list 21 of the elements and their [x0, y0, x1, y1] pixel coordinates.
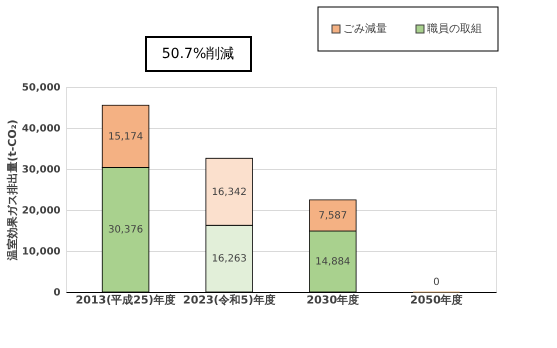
x-tick-label: 2023(令和5)年度 — [183, 294, 276, 306]
y-axis-title: 温室効果ガス排出量(t-CO₂) — [6, 119, 19, 262]
data-label: 14,884 — [315, 256, 350, 268]
legend-label: 職員の取組 — [427, 22, 482, 35]
x-tick-label: 2013(平成25)年度 — [76, 294, 176, 306]
y-tick-label: 20,000 — [22, 206, 61, 216]
y-tick-label: 40,000 — [22, 124, 61, 134]
x-tick-label: 2030年度 — [306, 294, 360, 306]
y-tick-label: 30,000 — [22, 164, 61, 176]
x-tick-label: 2050年度 — [410, 294, 463, 306]
y-tick-label: 50,000 — [22, 82, 61, 94]
data-label: 30,376 — [108, 224, 144, 236]
data-label: 16,342 — [212, 186, 247, 198]
text: 50.7%削減 — [162, 46, 234, 62]
legend-label: ごみ減量 — [343, 22, 387, 35]
y-tick-label: 0 — [54, 288, 61, 298]
y-tick-label: 10,000 — [22, 246, 61, 258]
data-label: 7,587 — [318, 210, 348, 222]
data-label: 15,174 — [108, 131, 144, 142]
data-label: 16,263 — [212, 254, 247, 265]
data-label: 0 — [433, 277, 440, 288]
